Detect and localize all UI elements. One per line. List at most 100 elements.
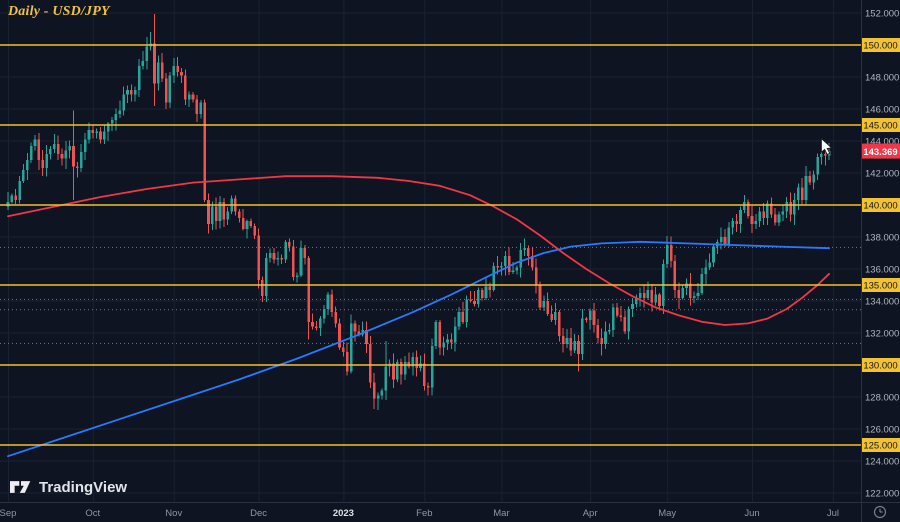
candle-body bbox=[172, 65, 176, 76]
candle-body bbox=[284, 241, 287, 260]
candle-body bbox=[407, 361, 411, 367]
candle-body bbox=[99, 131, 102, 140]
candle-body bbox=[762, 211, 765, 218]
candle-body bbox=[673, 261, 677, 290]
time-axis[interactable] bbox=[0, 503, 861, 522]
candle-body bbox=[272, 253, 276, 260]
candle-body bbox=[299, 248, 303, 276]
blue-ma-line[interactable] bbox=[7, 240, 831, 458]
candle-body bbox=[211, 206, 214, 225]
candle-body bbox=[288, 241, 291, 247]
candle-body bbox=[25, 160, 29, 170]
candle-body bbox=[453, 326, 457, 343]
candle-body bbox=[176, 65, 179, 73]
candle-body bbox=[141, 61, 145, 66]
candle-body bbox=[446, 339, 449, 343]
price-tick-label: 122.000 bbox=[865, 489, 899, 500]
key-level-badge bbox=[862, 438, 900, 452]
candle-body bbox=[669, 245, 673, 261]
candle-body bbox=[623, 317, 627, 332]
time-tick-label: Sep bbox=[0, 508, 16, 519]
candle-body bbox=[10, 195, 14, 202]
price-axis[interactable] bbox=[861, 0, 900, 522]
candle-body bbox=[168, 75, 172, 103]
candle-body bbox=[338, 323, 341, 348]
key-level-badge-label: 150.000 bbox=[863, 41, 897, 52]
candle-body bbox=[326, 294, 330, 309]
candle-body bbox=[800, 187, 804, 201]
moving-averages-layer bbox=[7, 175, 831, 458]
candle-body bbox=[496, 265, 499, 268]
key-level-badge bbox=[862, 118, 900, 132]
candle-body bbox=[561, 336, 565, 345]
candle-body bbox=[658, 294, 661, 306]
candle-body bbox=[473, 301, 476, 305]
price-tick-label: 136.000 bbox=[865, 265, 899, 276]
candle-body bbox=[295, 275, 299, 277]
candle-body bbox=[754, 221, 758, 225]
time-tick-label: May bbox=[658, 508, 676, 519]
candle-body bbox=[315, 326, 318, 329]
candle-body bbox=[534, 267, 538, 285]
candle-body bbox=[731, 221, 735, 228]
timezone-clock-icon[interactable] bbox=[873, 505, 887, 519]
time-tick-label: Dec bbox=[250, 508, 267, 519]
candle-body bbox=[723, 237, 727, 245]
candle-body bbox=[311, 321, 314, 327]
candle-body bbox=[380, 390, 384, 396]
candle-body bbox=[399, 361, 403, 375]
candle-body bbox=[268, 253, 272, 258]
candle-body bbox=[276, 257, 280, 260]
chart-title[interactable]: Daily - USD/JPY bbox=[8, 4, 110, 19]
candle-body bbox=[515, 267, 519, 271]
candle-body bbox=[184, 75, 187, 100]
candle-body bbox=[511, 270, 515, 273]
candle-body bbox=[110, 120, 114, 124]
candle-body bbox=[191, 94, 195, 100]
candle-body bbox=[527, 248, 530, 257]
candle-body bbox=[95, 131, 98, 133]
candle-body bbox=[604, 331, 607, 345]
candle-body bbox=[318, 318, 322, 329]
candle-body bbox=[334, 312, 337, 324]
time-tick-label: Apr bbox=[583, 508, 598, 519]
candle-body bbox=[642, 293, 646, 298]
candle-body bbox=[696, 293, 700, 297]
price-tick-label: 132.000 bbox=[865, 329, 899, 340]
candle-body bbox=[480, 289, 484, 298]
candle-body bbox=[758, 211, 762, 221]
candle-body bbox=[488, 286, 492, 290]
candle-body bbox=[608, 329, 611, 332]
price-tick-label: 148.000 bbox=[865, 73, 899, 84]
candle-body bbox=[68, 145, 71, 151]
candle-body bbox=[122, 94, 125, 111]
candle-body bbox=[365, 329, 368, 345]
candle-body bbox=[596, 325, 600, 338]
candle-body bbox=[700, 273, 704, 293]
price-tick-label: 152.000 bbox=[865, 9, 899, 20]
time-tick-label: Jul bbox=[827, 508, 839, 519]
candle-body bbox=[103, 131, 106, 140]
candle-body bbox=[654, 294, 657, 303]
candle-body bbox=[72, 145, 75, 167]
candle-body bbox=[735, 221, 738, 225]
candle-body bbox=[14, 195, 18, 201]
candle-body bbox=[635, 297, 638, 305]
candle-body bbox=[180, 72, 183, 76]
candle-body bbox=[114, 113, 118, 121]
candle-body bbox=[238, 211, 241, 218]
tradingview-watermark[interactable]: TradingView bbox=[10, 478, 127, 496]
candle-body bbox=[280, 257, 284, 260]
candle-body bbox=[52, 144, 56, 149]
candle-body bbox=[64, 150, 68, 159]
key-level-badge bbox=[862, 38, 900, 52]
candle-body bbox=[484, 286, 488, 298]
candle-body bbox=[631, 304, 634, 309]
key-level-badge bbox=[862, 278, 900, 292]
candle-body bbox=[207, 200, 210, 225]
red-ma-line[interactable] bbox=[7, 175, 831, 326]
candle-body bbox=[56, 144, 60, 154]
candle-body bbox=[507, 256, 511, 273]
